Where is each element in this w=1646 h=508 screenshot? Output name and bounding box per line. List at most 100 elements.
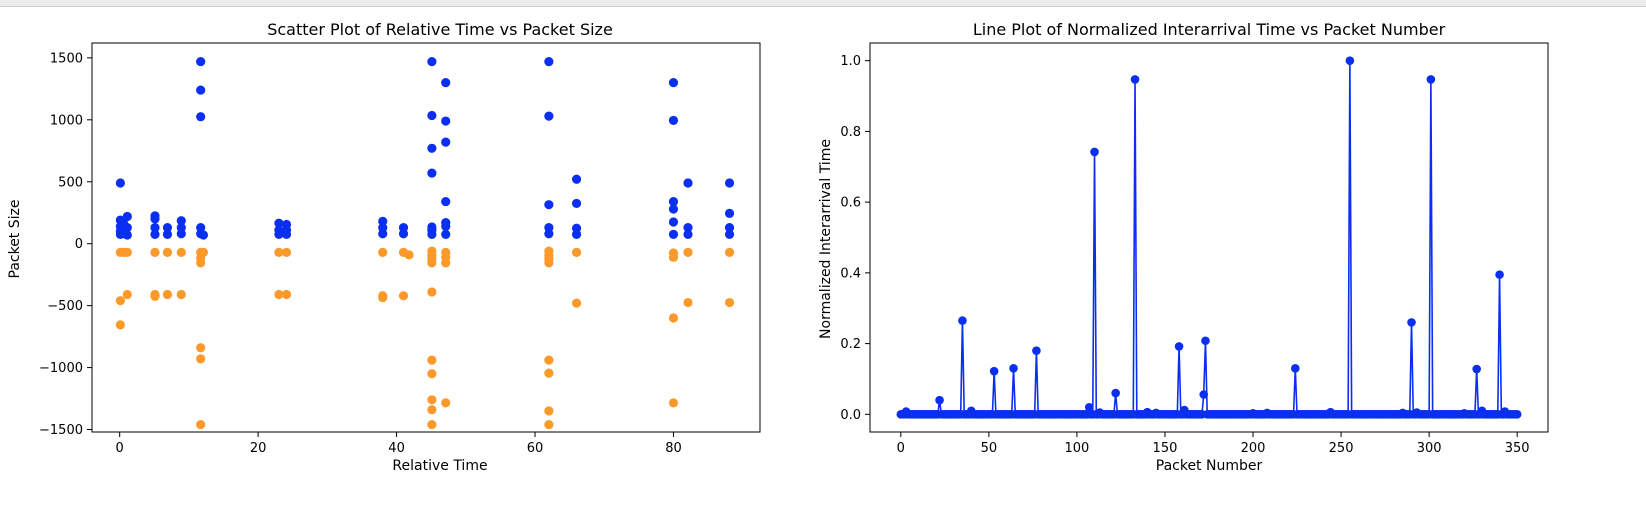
line-y-label: Normalized Interarrival Time [818, 139, 834, 339]
line-point [1201, 336, 1210, 346]
y-tick-label: 0.6 [840, 196, 861, 211]
scatter-point [668, 229, 679, 240]
scatter-point [544, 200, 554, 210]
y-tick-label: 0.0 [840, 408, 861, 423]
line-point [1009, 364, 1018, 373]
y-tick-label: 1.0 [840, 54, 861, 69]
scatter-point [544, 229, 554, 239]
x-tick-label: 350 [1505, 441, 1530, 456]
scatter-point [668, 313, 679, 323]
scatter-point [683, 178, 693, 188]
scatter-point [281, 229, 292, 240]
scatter-point [196, 419, 206, 430]
y-tick-label: −500 [47, 299, 83, 314]
scatter-point [427, 395, 437, 405]
scatter-point [724, 297, 735, 308]
scatter-point [427, 168, 437, 178]
scatter-point [544, 419, 554, 430]
scatter-point [441, 116, 451, 126]
scatter-y-ticks: −1500 −1000 −500 0 500 1000 1500 [39, 51, 92, 438]
line-point [1426, 75, 1436, 84]
scatter-point [274, 218, 284, 228]
line-point [1174, 342, 1184, 351]
x-tick-label: 200 [1241, 441, 1266, 456]
scatter-x-ticks: 0 20 40 60 80 [116, 432, 682, 456]
x-tick-label: 50 [981, 441, 998, 456]
scatter-point [427, 419, 437, 430]
scatter-point [683, 229, 693, 240]
scatter-point [162, 222, 173, 233]
scatter-point [150, 214, 160, 224]
line-point [1032, 346, 1041, 355]
scatter-point [441, 196, 451, 207]
scatter-point [196, 258, 206, 268]
scatter-point [571, 247, 582, 257]
scatter-point [683, 222, 693, 233]
x-tick-label: 60 [527, 441, 544, 456]
x-tick-label: 0 [897, 441, 905, 456]
x-tick-label: 80 [665, 441, 682, 456]
scatter-point [150, 247, 160, 257]
scatter-point [544, 56, 554, 67]
scatter-point [427, 143, 437, 153]
scatter-point [196, 112, 206, 122]
line-point [1111, 388, 1120, 398]
scatter-point [198, 230, 209, 240]
scatter-point [378, 247, 388, 257]
y-tick-label: 0.8 [840, 125, 861, 140]
scatter-point [196, 56, 206, 67]
scatter-point [441, 78, 451, 88]
scatter-point [398, 291, 409, 301]
scatter-point [668, 398, 679, 408]
line-title: Line Plot of Normalized Interarrival Tim… [973, 20, 1446, 39]
scatter-point [571, 198, 582, 209]
y-tick-label: 0.2 [840, 337, 861, 352]
line-point [1199, 390, 1209, 399]
scatter-point [571, 298, 582, 308]
scatter-point [122, 247, 132, 257]
y-tick-label: −1500 [39, 423, 83, 438]
scatter-point [115, 178, 125, 188]
scatter-point [427, 369, 437, 379]
x-tick-label: 150 [1153, 441, 1178, 456]
scatter-point [544, 355, 554, 365]
scatter-point [162, 229, 173, 240]
line-series [900, 59, 1518, 416]
y-tick-label: 0.4 [840, 266, 861, 281]
scatter-point [122, 222, 132, 233]
scatter-point [176, 216, 186, 226]
scatter-point [724, 178, 735, 188]
scatter-point [378, 229, 388, 239]
scatter-plot-frame [91, 42, 761, 433]
scatter-point [281, 289, 292, 300]
scatter-point [427, 287, 437, 297]
scatter-point [571, 174, 582, 184]
scatter-point [427, 110, 437, 121]
line-point [989, 366, 999, 376]
line-point [1290, 364, 1300, 373]
line-point [1345, 56, 1355, 65]
window-top-bar [0, 0, 1646, 7]
scatter-point [668, 196, 679, 207]
scatter-point [724, 247, 735, 257]
scatter-point [427, 56, 437, 67]
scatter-point [668, 204, 679, 214]
scatter-point [115, 296, 125, 306]
y-tick-label: 1500 [50, 51, 83, 66]
scatter-point [196, 354, 206, 364]
x-tick-label: 20 [250, 441, 267, 456]
scatter-point [668, 252, 679, 262]
line-plot-frame [869, 42, 1549, 433]
line-chart: 0 50 100 150 200 250 300 350 0.0 0.2 0.4 0.6 0.8 1.0… [818, 20, 1549, 474]
y-tick-label: −1000 [39, 361, 83, 376]
scatter-point [122, 211, 132, 222]
scatter-point [427, 405, 437, 415]
line-point [935, 395, 944, 405]
scatter-point [544, 368, 554, 378]
scatter-point [427, 258, 437, 268]
scatter-point [441, 221, 451, 231]
x-tick-label: 300 [1417, 441, 1442, 456]
scatter-point [441, 398, 451, 408]
line-point [1130, 75, 1140, 84]
